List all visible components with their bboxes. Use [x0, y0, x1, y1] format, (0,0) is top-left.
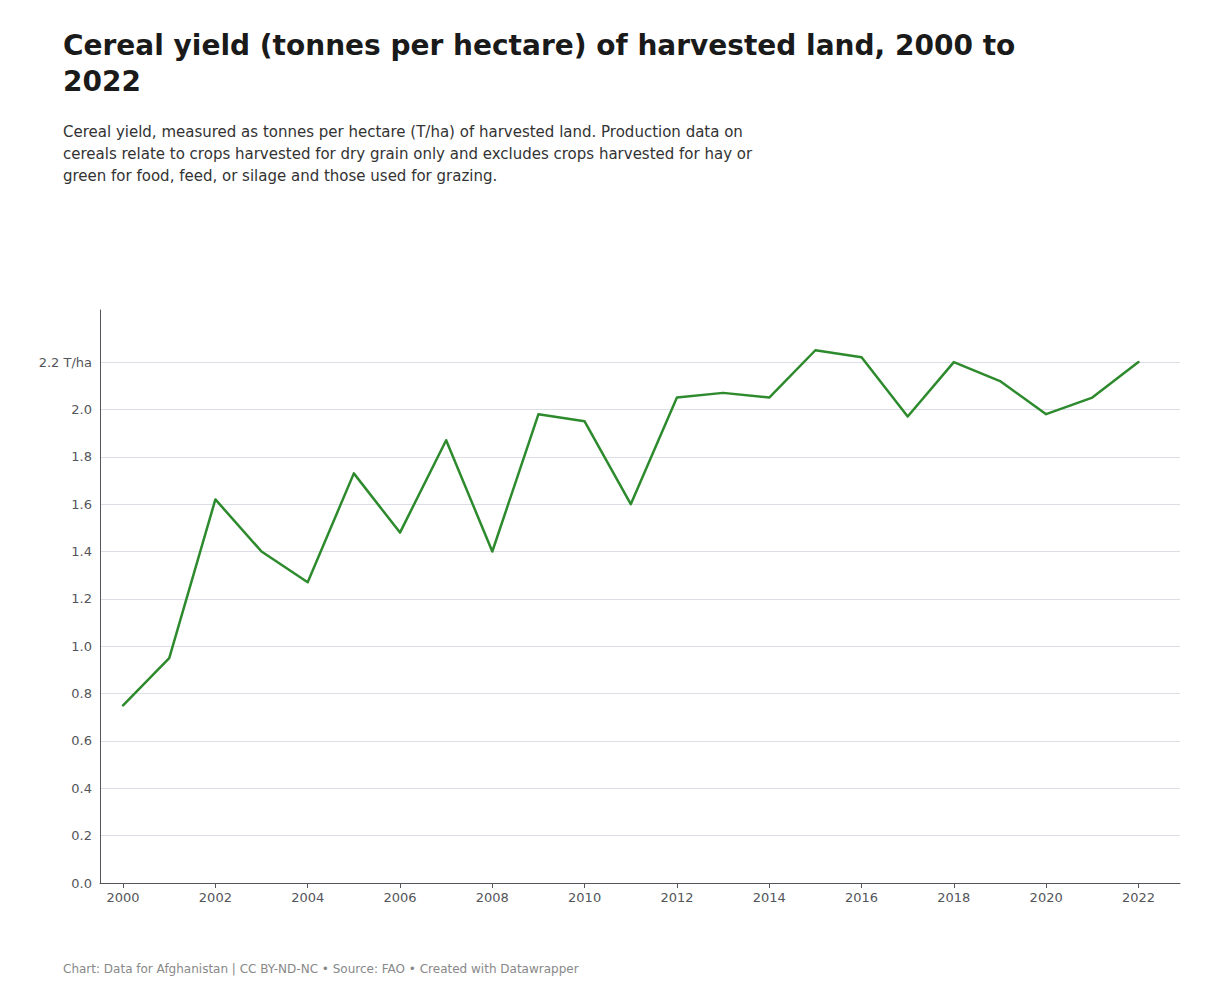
svg-text:0.8: 0.8 — [71, 686, 92, 701]
svg-text:1.2: 1.2 — [71, 591, 92, 606]
svg-text:1.8: 1.8 — [71, 449, 92, 464]
svg-text:2010: 2010 — [568, 890, 601, 905]
svg-text:0.0: 0.0 — [71, 876, 92, 891]
svg-text:cereals relate to crops harves: cereals relate to crops harvested for dr… — [63, 145, 753, 163]
svg-text:Chart: Data for Afghanistan |: Chart: Data for Afghanistan | CC BY-ND-N… — [63, 962, 579, 976]
svg-text:green for food, feed, or silag: green for food, feed, or silage and thos… — [63, 167, 497, 185]
svg-text:2022: 2022 — [63, 65, 141, 98]
svg-text:Cereal yield, measured as tonn: Cereal yield, measured as tonnes per hec… — [63, 123, 743, 141]
svg-text:Cereal yield (tonnes per hecta: Cereal yield (tonnes per hectare) of har… — [63, 29, 1015, 62]
svg-text:2014: 2014 — [753, 890, 786, 905]
svg-text:2016: 2016 — [845, 890, 878, 905]
svg-text:2020: 2020 — [1030, 890, 1063, 905]
svg-text:2018: 2018 — [937, 890, 970, 905]
svg-text:2012: 2012 — [660, 890, 693, 905]
svg-text:2008: 2008 — [476, 890, 509, 905]
svg-text:0.6: 0.6 — [71, 733, 92, 748]
svg-text:0.4: 0.4 — [71, 781, 92, 796]
svg-text:2.2 T/ha: 2.2 T/ha — [39, 355, 92, 370]
svg-text:2002: 2002 — [199, 890, 232, 905]
svg-text:0.2: 0.2 — [71, 828, 92, 843]
svg-text:2022: 2022 — [1122, 890, 1155, 905]
svg-text:2006: 2006 — [383, 890, 416, 905]
svg-text:2004: 2004 — [291, 890, 324, 905]
svg-text:1.4: 1.4 — [71, 544, 92, 559]
svg-text:1.6: 1.6 — [71, 497, 92, 512]
svg-text:2000: 2000 — [107, 890, 140, 905]
svg-text:1.0: 1.0 — [71, 639, 92, 654]
svg-text:2.0: 2.0 — [71, 402, 92, 417]
